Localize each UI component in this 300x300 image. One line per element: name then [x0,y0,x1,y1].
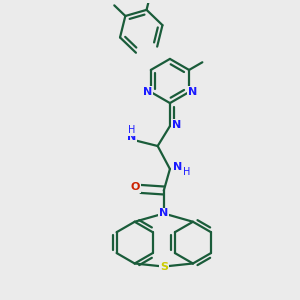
Text: N: N [127,132,136,142]
Text: N: N [188,87,197,97]
Text: N: N [142,87,152,97]
Text: N: N [173,163,182,172]
Text: O: O [130,182,140,192]
Text: S: S [160,262,168,272]
Text: N: N [172,119,181,130]
Text: H: H [183,167,190,177]
Text: H: H [128,125,135,135]
Text: N: N [159,208,168,218]
